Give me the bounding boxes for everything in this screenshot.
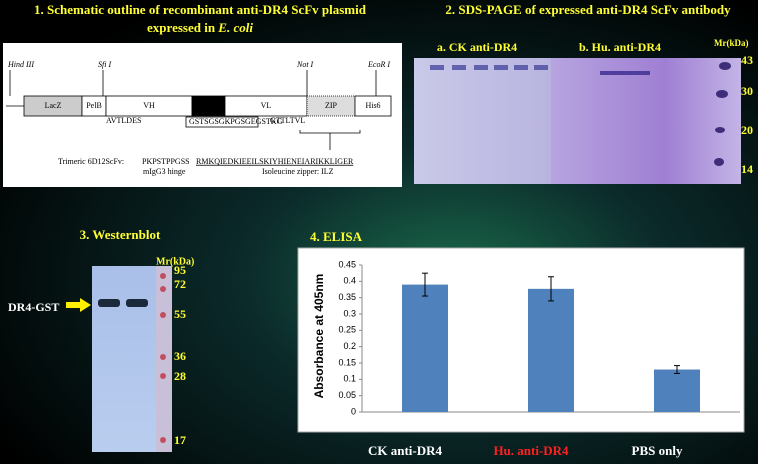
site: Not I [296, 60, 314, 69]
segment-label: ZIP [325, 101, 338, 110]
y-tick-label: 0.15 [338, 357, 356, 367]
marker-label: 28 [174, 369, 186, 383]
lane-label: b. Hu. anti-DR4 [579, 40, 661, 54]
y-tick-label: 0.2 [343, 341, 356, 351]
gel-bands [430, 62, 731, 166]
marker-title: Mr(kDa) [714, 38, 749, 48]
marker-label: 14 [741, 162, 753, 176]
site: Hind III [7, 60, 34, 69]
marker-label: 30 [741, 84, 753, 98]
marker-label: 95 [174, 263, 186, 277]
hinge-label: mIgG3 hinge [143, 167, 186, 176]
marker-label: 43 [741, 53, 753, 67]
zipper-sequence: RMKQIEDKIEEILSKIYHIENEIARIKKLIGER [196, 157, 354, 166]
marker-label: 72 [174, 277, 186, 291]
segment-label: VL [261, 101, 272, 110]
gel [551, 58, 741, 184]
marker-label: 17 [174, 433, 186, 447]
segment-label: PelB [86, 101, 102, 110]
segment-label: VH [143, 101, 155, 110]
site: Sfi I [98, 60, 111, 69]
vector-map [6, 70, 392, 150]
blot-bands [98, 273, 166, 443]
bar [528, 288, 574, 412]
x-tick-label: Hu. anti-DR4 [493, 443, 569, 458]
panel-title: 2. SDS-PAGE of expressed anti-DR4 ScFv a… [445, 2, 731, 17]
zipper-label: Isoleucine zipper: ILZ [262, 167, 334, 176]
marker-label: 20 [741, 123, 753, 137]
sequence: AVTLDES [106, 116, 141, 125]
hinge-sequence: PKPSTPPGSS [142, 157, 190, 166]
y-tick-label: 0.35 [338, 292, 356, 302]
blot [92, 266, 156, 452]
bar [402, 284, 448, 412]
construct-label: Trimeric 6D12ScFv: [58, 157, 124, 166]
sequence: GSTSGSGKPGSGEGSTKG [189, 117, 283, 126]
title-part: expressed in [147, 20, 216, 35]
y-tick-label: 0.25 [338, 325, 356, 335]
plot: 0 0.05 0.1 0.15 0.2 0.25 0.3 0.35 0.4 0.45 CK anti… [338, 259, 740, 458]
panel-title: 3. Westernblot [80, 227, 161, 242]
band-label: DR4-GST [8, 300, 59, 314]
lane-label: a. CK anti-DR4 [437, 40, 517, 54]
panel-title: 1. Schematic outline of recombinant anti… [34, 2, 367, 17]
arrow [66, 298, 91, 312]
bar [654, 369, 700, 412]
x-tick-label: PBS only [632, 443, 683, 458]
y-tick-label: 0.05 [338, 390, 356, 400]
y-tick-label: 0.45 [338, 259, 356, 269]
x-tick-label: CK anti-DR4 [368, 443, 443, 458]
segment-label: LacZ [45, 101, 62, 110]
chart-title: 4. ELISA [310, 229, 363, 244]
y-tick-label: 0.4 [343, 276, 356, 286]
y-axis-label: Absorbance at 405nm [312, 274, 326, 399]
panel-title: expressed in E. coli [147, 20, 253, 35]
site: EcoR I [367, 60, 390, 69]
segment-label: His6 [365, 101, 380, 110]
marker-label: 55 [174, 307, 186, 321]
y-tick-label: 0.3 [343, 308, 356, 318]
y-tick-label: 0.1 [343, 374, 356, 384]
marker-title: Mr(kDa) [156, 256, 194, 267]
gel [414, 58, 551, 184]
segment-label: Linker [196, 101, 220, 110]
marker-label: 36 [174, 349, 186, 363]
y-tick-label: 0 [351, 406, 356, 416]
sequence: GTTLTVL [270, 116, 305, 125]
title-part: E. coli [217, 20, 253, 35]
